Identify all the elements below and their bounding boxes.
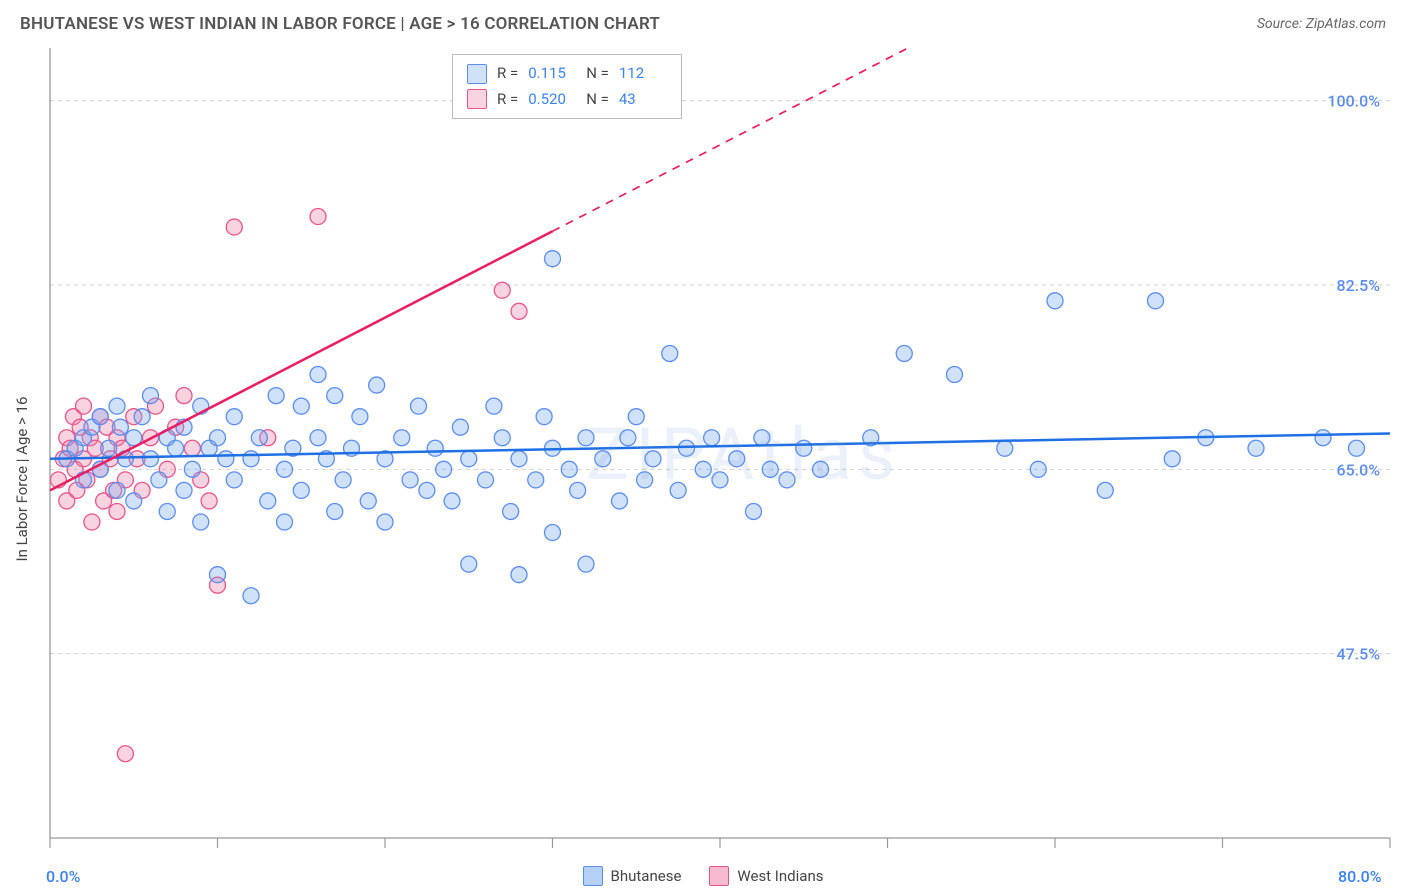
svg-text:47.5%: 47.5%: [1336, 645, 1380, 664]
y-axis-label: In Labor Force | Age > 16: [13, 397, 31, 562]
legend-r-label: R =: [497, 87, 518, 113]
legend-swatch: [709, 866, 729, 886]
legend-n-value: 112: [619, 61, 667, 87]
legend-item-bhutanese: Bhutanese: [583, 866, 682, 886]
correlation-legend: R = 0.115 N = 112 R = 0.520 N = 43: [452, 54, 682, 119]
legend-r-label: R =: [497, 61, 518, 87]
legend-label: Bhutanese: [611, 867, 682, 885]
legend-r-value: 0.520: [528, 87, 576, 113]
legend-n-label: N =: [586, 87, 609, 113]
svg-text:100.0%: 100.0%: [1327, 92, 1380, 111]
chart-title: BHUTANESE VS WEST INDIAN IN LABOR FORCE …: [20, 14, 660, 34]
series-legend: Bhutanese West Indians: [0, 866, 1406, 886]
legend-r-value: 0.115: [528, 61, 576, 87]
svg-text:65.0%: 65.0%: [1336, 460, 1380, 479]
legend-swatch: [467, 89, 487, 109]
legend-item-west-indians: West Indians: [709, 866, 823, 886]
legend-n-value: 43: [619, 87, 667, 113]
svg-text:82.5%: 82.5%: [1336, 276, 1380, 295]
legend-n-label: N =: [586, 61, 609, 87]
scatter-chart: 47.5% 65.0% 82.5% 100.0%: [0, 48, 1406, 892]
source-label: Source: ZipAtlas.com: [1257, 16, 1386, 32]
legend-swatch: [467, 64, 487, 84]
chart-area: In Labor Force | Age > 16 47.5% 65.0% 82.5…: [0, 48, 1406, 892]
x-axis-min-label: 0.0%: [46, 867, 80, 886]
legend-swatch: [583, 866, 603, 886]
legend-label: West Indians: [737, 867, 823, 885]
x-axis-max-label: 80.0%: [1338, 867, 1382, 886]
